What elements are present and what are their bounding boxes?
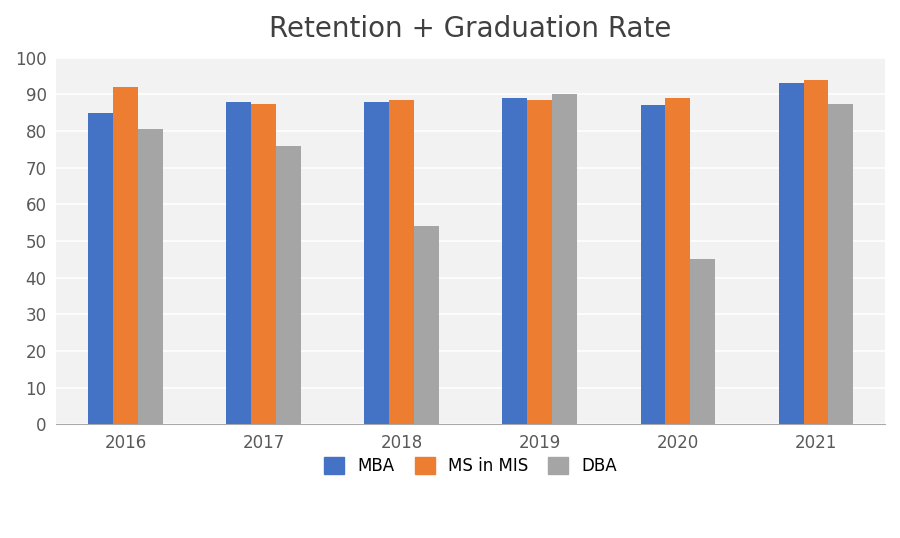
Bar: [414, 226, 439, 424]
Bar: [502, 98, 527, 424]
Bar: [778, 83, 804, 424]
Bar: [828, 104, 853, 424]
Bar: [804, 80, 828, 424]
Bar: [113, 87, 138, 424]
Legend: MBA, MS in MIS, DBA: MBA, MS in MIS, DBA: [318, 451, 624, 482]
Title: Retention + Graduation Rate: Retention + Graduation Rate: [269, 15, 672, 43]
Bar: [690, 259, 716, 424]
Bar: [276, 146, 301, 424]
Bar: [88, 113, 113, 424]
Bar: [138, 129, 163, 424]
Bar: [226, 102, 251, 424]
Bar: [389, 100, 414, 424]
Bar: [527, 100, 553, 424]
Bar: [665, 98, 690, 424]
Bar: [251, 104, 276, 424]
Bar: [641, 105, 665, 424]
Bar: [364, 102, 389, 424]
Bar: [553, 95, 577, 424]
